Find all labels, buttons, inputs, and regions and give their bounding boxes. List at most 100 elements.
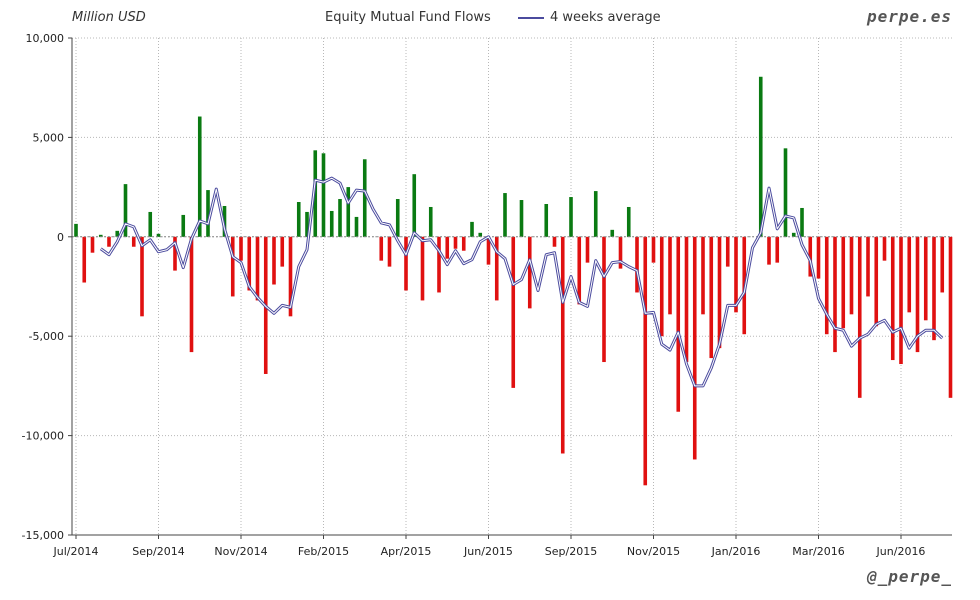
flow-bar xyxy=(107,236,111,247)
flow-bar xyxy=(338,199,342,237)
flow-bar xyxy=(280,236,285,267)
flow-bar xyxy=(346,187,351,237)
bars-group xyxy=(74,76,953,486)
y-tick-label: 5,000 xyxy=(33,131,65,144)
flow-bar xyxy=(544,204,549,237)
flow-bar xyxy=(882,236,887,261)
flow-bar xyxy=(82,236,87,283)
flow-bar xyxy=(115,230,120,237)
flow-bar xyxy=(412,174,417,237)
flow-bar xyxy=(445,236,450,259)
y-tick-label: -5,000 xyxy=(29,330,64,343)
flow-bar xyxy=(577,236,582,305)
flow-bar xyxy=(428,206,433,237)
flow-bar xyxy=(610,229,615,237)
flow-bar xyxy=(395,199,400,237)
average-line-group xyxy=(99,176,944,388)
flow-bar xyxy=(519,200,524,237)
flow-bar xyxy=(148,211,153,237)
flow-bar xyxy=(816,236,821,279)
flow-bar xyxy=(717,236,722,349)
flow-bar xyxy=(329,210,334,237)
flow-bar xyxy=(800,207,804,237)
x-tick-label: Jan/2016 xyxy=(711,545,761,558)
y-tick-label: 0 xyxy=(57,231,64,244)
flow-bar xyxy=(857,236,862,398)
x-tick-label: Mar/2016 xyxy=(792,545,844,558)
flow-bar xyxy=(461,236,466,251)
legend-label: 4 weeks average xyxy=(550,10,661,25)
flow-bar xyxy=(833,236,837,353)
flow-bar xyxy=(90,236,95,253)
flow-bar xyxy=(189,236,194,353)
flow-bar xyxy=(511,236,516,388)
flow-bar xyxy=(404,236,408,291)
flow-bar xyxy=(156,233,161,237)
flow-bar xyxy=(197,116,202,237)
flow-bar xyxy=(313,150,318,237)
flow-bar xyxy=(527,236,532,309)
flow-bar xyxy=(866,236,870,297)
flow-bar xyxy=(808,236,813,277)
flow-bar xyxy=(618,236,623,269)
flow-bar xyxy=(305,211,309,237)
flow-bar xyxy=(74,223,78,237)
flow-bar xyxy=(709,236,714,359)
average-line-inner xyxy=(100,177,943,387)
flow-bar xyxy=(272,236,276,285)
flow-bar xyxy=(494,236,499,301)
flow-bar xyxy=(131,236,136,247)
flow-bar xyxy=(552,236,557,247)
flow-bar xyxy=(247,236,252,291)
flow-bar xyxy=(569,197,573,237)
x-tick-label: Jul/2014 xyxy=(53,545,99,558)
plot-frame xyxy=(71,38,952,536)
flow-bar xyxy=(725,236,730,267)
x-tick-label: Jun/2015 xyxy=(463,545,513,558)
flow-bar xyxy=(767,236,771,265)
flow-bar xyxy=(181,214,186,237)
flow-bar xyxy=(701,236,705,315)
flow-bar xyxy=(255,236,260,301)
flow-bar xyxy=(296,202,301,237)
flow-bar xyxy=(585,236,590,263)
flow-bar xyxy=(173,236,177,271)
x-tick-label: Apr/2015 xyxy=(381,545,432,558)
flow-bar xyxy=(874,236,879,327)
x-tick-label: Nov/2014 xyxy=(214,545,267,558)
y-tick-labels: 10,000 5,000 0 -5,000 -10,000 -15,000 xyxy=(22,32,72,542)
flow-bar xyxy=(321,153,326,237)
flow-bar xyxy=(486,236,491,265)
flow-bar xyxy=(915,236,920,353)
flow-bar xyxy=(387,236,392,267)
flow-bar xyxy=(635,236,639,293)
flow-bar xyxy=(849,236,854,315)
flow-bar xyxy=(420,236,425,301)
flow-bar xyxy=(948,236,953,398)
flow-bar xyxy=(453,236,458,249)
flow-bar xyxy=(379,236,384,261)
flow-bar xyxy=(354,216,359,237)
flow-bar xyxy=(791,232,796,237)
flow-bar xyxy=(668,236,672,315)
flow-bar xyxy=(841,236,846,329)
brand-watermark-top: perpe.es xyxy=(866,7,952,26)
flow-bar xyxy=(626,206,631,237)
flow-bar xyxy=(758,76,763,237)
x-tick-label: Sep/2014 xyxy=(132,545,184,558)
grid-lines xyxy=(72,37,952,536)
flow-bar xyxy=(503,193,507,237)
flow-bar xyxy=(684,236,689,363)
x-tick-label: Nov/2015 xyxy=(627,545,680,558)
flow-bar xyxy=(230,236,235,297)
chart-title: Equity Mutual Fund Flows xyxy=(325,10,491,25)
flow-bar xyxy=(593,191,598,237)
flow-bar xyxy=(890,236,895,361)
flow-bar xyxy=(734,236,738,313)
flow-bar xyxy=(932,236,936,341)
brand-watermark-bottom: @_perpe_ xyxy=(866,567,952,586)
x-tick-label: Sep/2015 xyxy=(545,545,597,558)
flow-bar xyxy=(659,236,664,337)
legend-line-swatch xyxy=(518,17,544,19)
